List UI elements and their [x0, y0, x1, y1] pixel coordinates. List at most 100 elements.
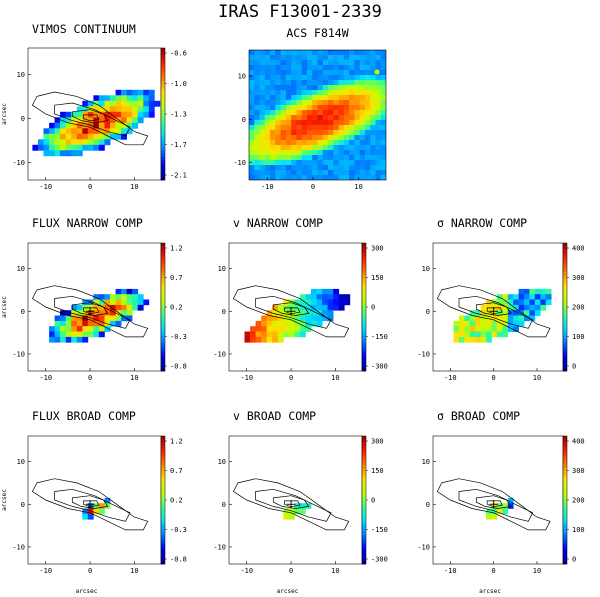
image-pixel: [322, 80, 329, 86]
map-pixel: [277, 331, 284, 338]
map-pixel: [480, 331, 487, 338]
image-pixel: [328, 125, 334, 131]
map-pixel: [299, 503, 306, 509]
map-pixel: [115, 315, 122, 322]
image-pixel: [338, 105, 345, 111]
colorbar-segment: [362, 281, 366, 285]
colorbar-segment: [563, 300, 567, 305]
map-pixel: [283, 326, 290, 332]
image-pixel: [259, 55, 266, 61]
colorbar-segment: [161, 71, 165, 75]
map-pixel: [82, 133, 89, 140]
image-pixel: [354, 165, 361, 171]
colorbar-segment: [563, 255, 567, 260]
colorbar-segment: [563, 268, 567, 273]
image-pixel: [249, 95, 255, 101]
map-pixel: [250, 331, 256, 338]
image-pixel: [291, 50, 297, 56]
image-pixel: [254, 155, 261, 161]
image-pixel: [375, 90, 382, 96]
map-pixel: [491, 320, 498, 327]
map-pixel: [486, 299, 492, 306]
map-pixel: [143, 95, 150, 102]
image-pixel: [270, 105, 276, 111]
image-pixel: [354, 120, 361, 126]
colorbar-segment: [161, 364, 165, 369]
image-pixel: [364, 60, 371, 66]
map-pixel: [76, 144, 83, 151]
image-pixel: [307, 110, 313, 116]
image-pixel: [270, 165, 276, 171]
map-pixel: [502, 326, 509, 332]
colorbar-segment: [161, 532, 165, 536]
colorbar-segment: [161, 503, 165, 507]
image-pixel: [291, 65, 297, 71]
image-pixel: [349, 55, 355, 61]
map-pixel: [110, 320, 116, 327]
map-pixel: [54, 150, 61, 157]
image-pixel: [254, 165, 261, 171]
image-pixel: [370, 80, 376, 86]
map-pixel: [93, 310, 100, 316]
image-pixel: [264, 65, 271, 71]
colorbar-segment: [161, 156, 165, 161]
image-pixel: [349, 160, 355, 166]
colorbar-segment: [362, 544, 366, 549]
colorbar-segment: [161, 110, 165, 115]
colorbar-segment: [161, 150, 165, 154]
image-pixel: [338, 125, 345, 131]
colorbar-segment: [362, 268, 366, 273]
map-pixel: [496, 331, 503, 338]
colorbar-segment: [563, 445, 567, 450]
map-pixel: [524, 299, 530, 306]
x-tick-label: 0: [311, 183, 315, 191]
image-pixel: [270, 170, 276, 176]
image-pixel: [333, 135, 340, 141]
image-pixel: [349, 85, 355, 91]
map-pixel: [115, 320, 122, 327]
map-pixel: [115, 100, 122, 107]
colorbar-segment: [161, 294, 165, 298]
map-pixel: [98, 299, 105, 306]
image-pixel: [301, 80, 308, 86]
panel-frame: [27, 435, 162, 565]
image-pixel: [307, 80, 313, 86]
map-pixel: [311, 299, 317, 306]
image-pixel: [259, 155, 266, 161]
colorbar-segment: [362, 551, 366, 555]
x-tick-label: 0: [289, 374, 293, 382]
image-pixel: [349, 110, 355, 116]
map-pixel: [104, 294, 111, 300]
map-pixel: [115, 288, 122, 295]
colorbar-segment: [362, 484, 366, 488]
image-pixel: [359, 145, 366, 151]
image-pixel: [285, 55, 292, 61]
image-pixel: [328, 80, 334, 86]
image-pixel: [291, 120, 297, 126]
map-pixel: [93, 106, 100, 113]
map-pixel: [98, 326, 105, 332]
image-pixel: [328, 100, 334, 106]
image-pixel: [328, 155, 334, 161]
image-pixel: [285, 85, 292, 91]
image-pixel: [333, 95, 340, 101]
image-pixel: [312, 105, 318, 111]
colorbar-segment: [161, 163, 165, 168]
image-pixel: [291, 150, 297, 156]
map-pixel: [459, 336, 465, 343]
map-pixel: [115, 299, 122, 306]
image-pixel: [359, 155, 366, 161]
image-pixel: [333, 60, 340, 66]
map-pixel: [87, 106, 94, 113]
map-pixel: [104, 326, 111, 332]
map-pixel: [104, 122, 111, 129]
image-pixel: [322, 160, 329, 166]
image-pixel: [317, 100, 324, 106]
colorbar-segment: [161, 484, 165, 488]
image-pixel: [333, 150, 340, 156]
image-pixel: [333, 170, 340, 176]
image-pixel: [291, 80, 297, 86]
map-pixel: [82, 117, 89, 124]
map-pixel: [54, 133, 61, 140]
map-pixel: [496, 294, 503, 300]
